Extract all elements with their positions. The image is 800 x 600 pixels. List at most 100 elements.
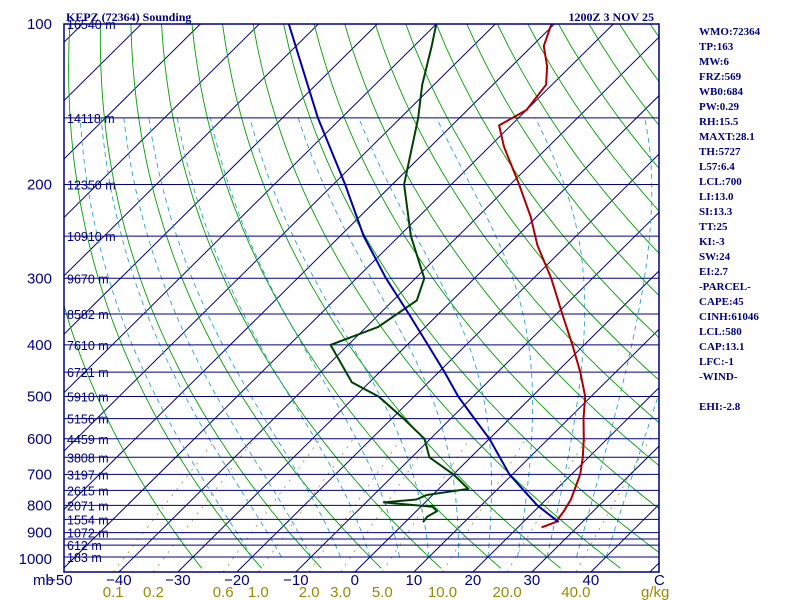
- chart-title: KEPZ (72364) Sounding: [66, 10, 191, 24]
- index-item: LI:13.0: [699, 191, 734, 203]
- height-label: 3808 m: [67, 451, 109, 465]
- index-item: SI:13.3: [699, 206, 733, 218]
- dry-adiabat-line: [527, 24, 659, 212]
- height-label: 16540 m: [67, 18, 116, 32]
- pressure-tick-label: 400: [27, 337, 52, 354]
- height-label: 12350 m: [67, 178, 116, 192]
- height-label: 4459 m: [67, 433, 109, 447]
- index-item: CINH:61046: [699, 311, 759, 323]
- dry-adiabat-line: [466, 24, 659, 297]
- height-label: 1072 m: [67, 527, 109, 541]
- index-item: EI:2.7: [699, 266, 729, 278]
- mixing-ratio-line: [153, 437, 256, 572]
- index-item: TH:5727: [699, 146, 741, 158]
- dry-adiabat-line: [99, 24, 322, 569]
- temperature-tick-label: −50: [47, 572, 72, 589]
- temperature-tick-label: 0: [351, 572, 359, 589]
- index-item: TT:25: [699, 221, 728, 233]
- moist-adiabat-line: [123, 117, 312, 558]
- dry-adiabat-line: [283, 24, 659, 554]
- dry-adiabat-line: [252, 24, 621, 569]
- dry-adiabat-line: [191, 24, 502, 569]
- isotherm-line: [590, 503, 659, 572]
- height-label: 9670 m: [67, 272, 109, 286]
- index-item: LFC:-1: [699, 356, 734, 368]
- dry-adiabat-line: [344, 24, 659, 467]
- dry-adiabat-line: [161, 24, 442, 569]
- height-label: 2071 m: [67, 499, 109, 513]
- isotherm-line: [118, 36, 659, 572]
- index-item: WB0:684: [699, 86, 744, 98]
- isotherm-line: [64, 24, 614, 569]
- mixing-ratio-line: [258, 437, 355, 572]
- mixing-ratio-label: 20.0: [493, 584, 522, 600]
- moist-adiabat-line: [534, 117, 586, 558]
- moist-adiabat-line: [576, 117, 653, 558]
- height-label: 1554 m: [67, 513, 109, 527]
- height-label: 7610 m: [67, 339, 109, 353]
- dry-adiabat-line: [558, 24, 659, 170]
- moist-adiabat-line: [605, 391, 659, 558]
- dry-adiabat-line: [496, 24, 659, 254]
- pressure-tick-label: 200: [27, 176, 52, 193]
- index-item: L57:6.4: [699, 161, 735, 173]
- pressure-tick-label: 1000: [19, 551, 52, 568]
- dry-adiabat-line: [742, 24, 800, 568]
- moist-adiabat-line: [436, 117, 534, 558]
- mixing-ratio-line: [575, 437, 652, 572]
- dry-adiabat-line: [588, 24, 659, 127]
- index-item: LCL:580: [699, 326, 742, 338]
- temperature-tick-label: 10: [406, 572, 423, 589]
- moist-adiabat-line: [176, 117, 371, 558]
- pressure-tick-label: 900: [27, 525, 52, 542]
- index-item: -WIND-: [699, 371, 738, 383]
- height-label: 2615 m: [67, 484, 109, 498]
- index-item: MW:6: [699, 56, 729, 68]
- indices-panel: WMO:72364 TP:163 MW:6 FRZ:569 WB0:684 PW:0.29…: [699, 26, 761, 413]
- index-item: MAXT:28.1: [699, 131, 755, 143]
- height-label: 5156 m: [67, 413, 109, 427]
- pressure-unit-label: mb: [33, 572, 54, 589]
- index-item: FRZ:569: [699, 71, 742, 83]
- height-label: 10910 m: [67, 230, 116, 244]
- temperature-unit-label: C: [654, 572, 665, 589]
- height-label: 8582 m: [67, 308, 109, 322]
- isotherm-line: [64, 24, 437, 394]
- index-item: LCL:700: [699, 176, 742, 188]
- temperature-tick-label: −30: [165, 572, 190, 589]
- temperature-tick-label: 40: [583, 572, 600, 589]
- index-item: RH:15.5: [699, 116, 739, 128]
- isotherm-line: [177, 94, 659, 572]
- index-item: CAPE:45: [699, 296, 744, 308]
- mixing-ratio-label: 40.0: [561, 584, 590, 600]
- isotherm-line: [295, 211, 659, 572]
- temperature-tick-label: 30: [524, 572, 541, 589]
- dewpoint-line: [329, 24, 470, 523]
- dry-adiabat-line: [313, 24, 659, 510]
- isotherm-line: [64, 24, 555, 511]
- dry-adiabat-line: [68, 24, 262, 569]
- mixing-ratio-line: [112, 437, 218, 572]
- pressure-tick-label: 100: [27, 16, 52, 33]
- temperature-tick-label: −40: [106, 572, 131, 589]
- index-item: CAP:13.1: [699, 341, 745, 353]
- height-label: 3197 m: [67, 468, 109, 482]
- temperature-tick-label: 20: [465, 572, 482, 589]
- moist-adiabat-line: [100, 117, 282, 558]
- mixing-ratio-label: 0.6: [213, 584, 234, 600]
- profiles: [287, 24, 587, 529]
- isotherm-line: [413, 328, 659, 572]
- dry-adiabat-line: [222, 24, 561, 569]
- height-label: 6721 m: [67, 366, 109, 380]
- moist-adiabat-line: [297, 117, 459, 557]
- dry-adiabat-line: [130, 24, 382, 569]
- isotherm-line: [64, 24, 496, 452]
- index-item: -PARCEL-: [699, 281, 751, 293]
- mixing-ratio-label: 0.1: [103, 584, 124, 600]
- moist-adiabat-line: [148, 117, 341, 558]
- mixing-ratio-label: 1.0: [248, 584, 269, 600]
- temperature-tick-label: −20: [224, 572, 249, 589]
- dry-adiabat-line: [64, 304, 203, 569]
- index-item: WMO:72364: [699, 26, 761, 38]
